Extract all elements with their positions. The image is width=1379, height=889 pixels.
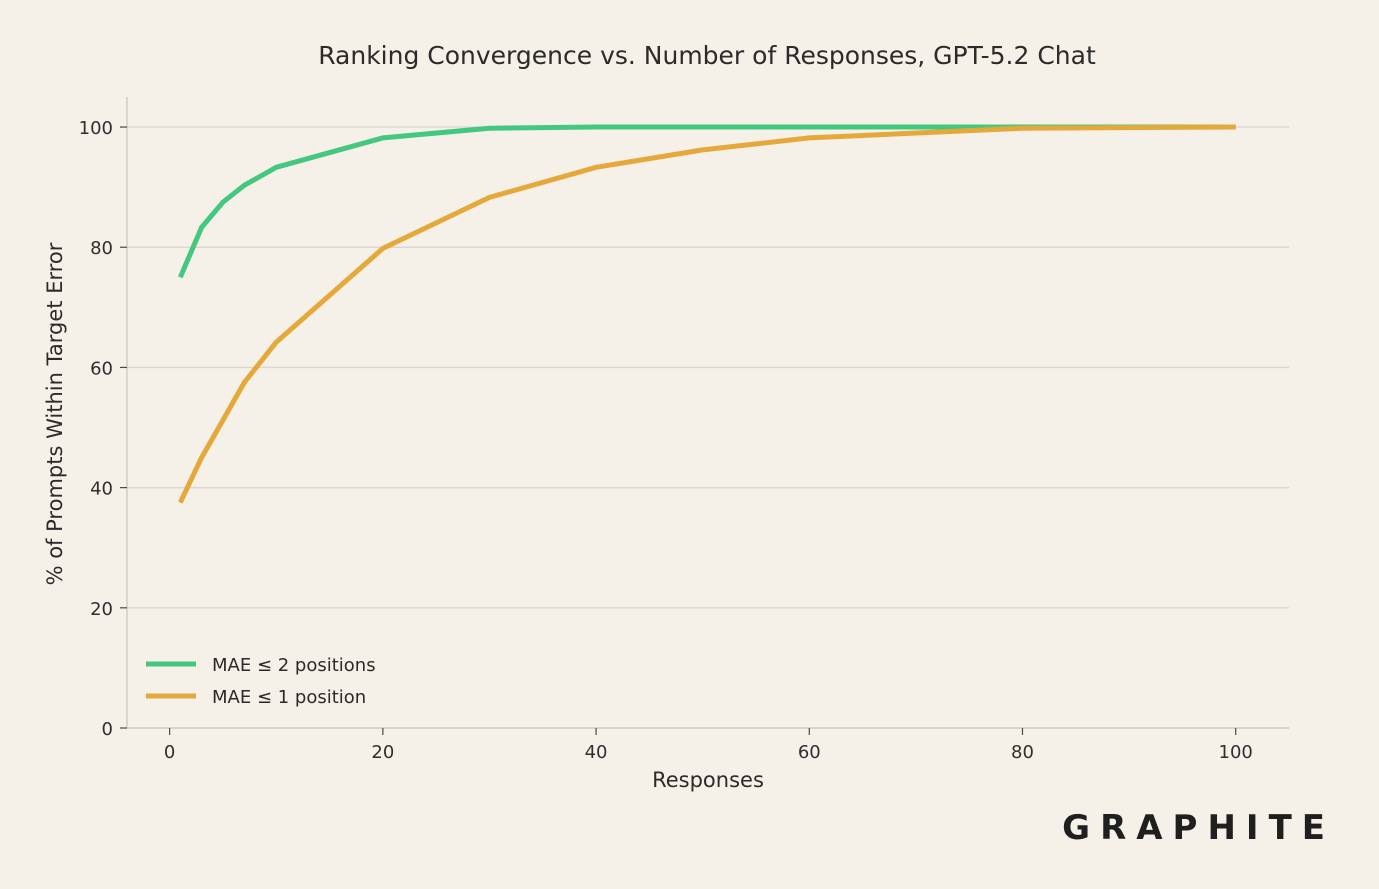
x-tick-label-80: 80 bbox=[1011, 742, 1034, 763]
x-tick-label-0: 0 bbox=[164, 742, 175, 763]
y-tick-label-80: 80 bbox=[90, 238, 113, 259]
x-tick-label-20: 20 bbox=[371, 742, 394, 763]
graphite-logo: GRAPHITE bbox=[1062, 808, 1335, 848]
y-axis-label: % of Prompts Within Target Error bbox=[43, 242, 67, 585]
x-tick-label-100: 100 bbox=[1219, 742, 1253, 763]
x-tick-layer: 0 20 40 60 80 100 bbox=[164, 728, 1253, 763]
grid-layer bbox=[127, 126, 1289, 609]
series-line-1 bbox=[178, 124, 1236, 279]
legend-label-2: MAE ≤ 1 position bbox=[212, 687, 366, 708]
x-axis-label: Responses bbox=[652, 768, 764, 792]
legend-label-1: MAE ≤ 2 positions bbox=[212, 655, 376, 676]
y-tick-layer: 0 20 40 60 80 100 bbox=[79, 118, 127, 740]
chart-legend: MAE ≤ 2 positions MAE ≤ 1 position bbox=[146, 655, 376, 708]
y-tick-label-20: 20 bbox=[90, 599, 113, 620]
x-tick-label-40: 40 bbox=[585, 742, 608, 763]
y-tick-label-60: 60 bbox=[90, 358, 113, 379]
series-layer bbox=[178, 124, 1236, 504]
series-line-2 bbox=[178, 124, 1236, 504]
chart-title: Ranking Convergence vs. Number of Respon… bbox=[318, 41, 1096, 70]
y-tick-label-0: 0 bbox=[102, 719, 113, 740]
x-tick-label-60: 60 bbox=[798, 742, 821, 763]
y-tick-label-100: 100 bbox=[79, 118, 113, 139]
y-tick-label-40: 40 bbox=[90, 479, 113, 500]
